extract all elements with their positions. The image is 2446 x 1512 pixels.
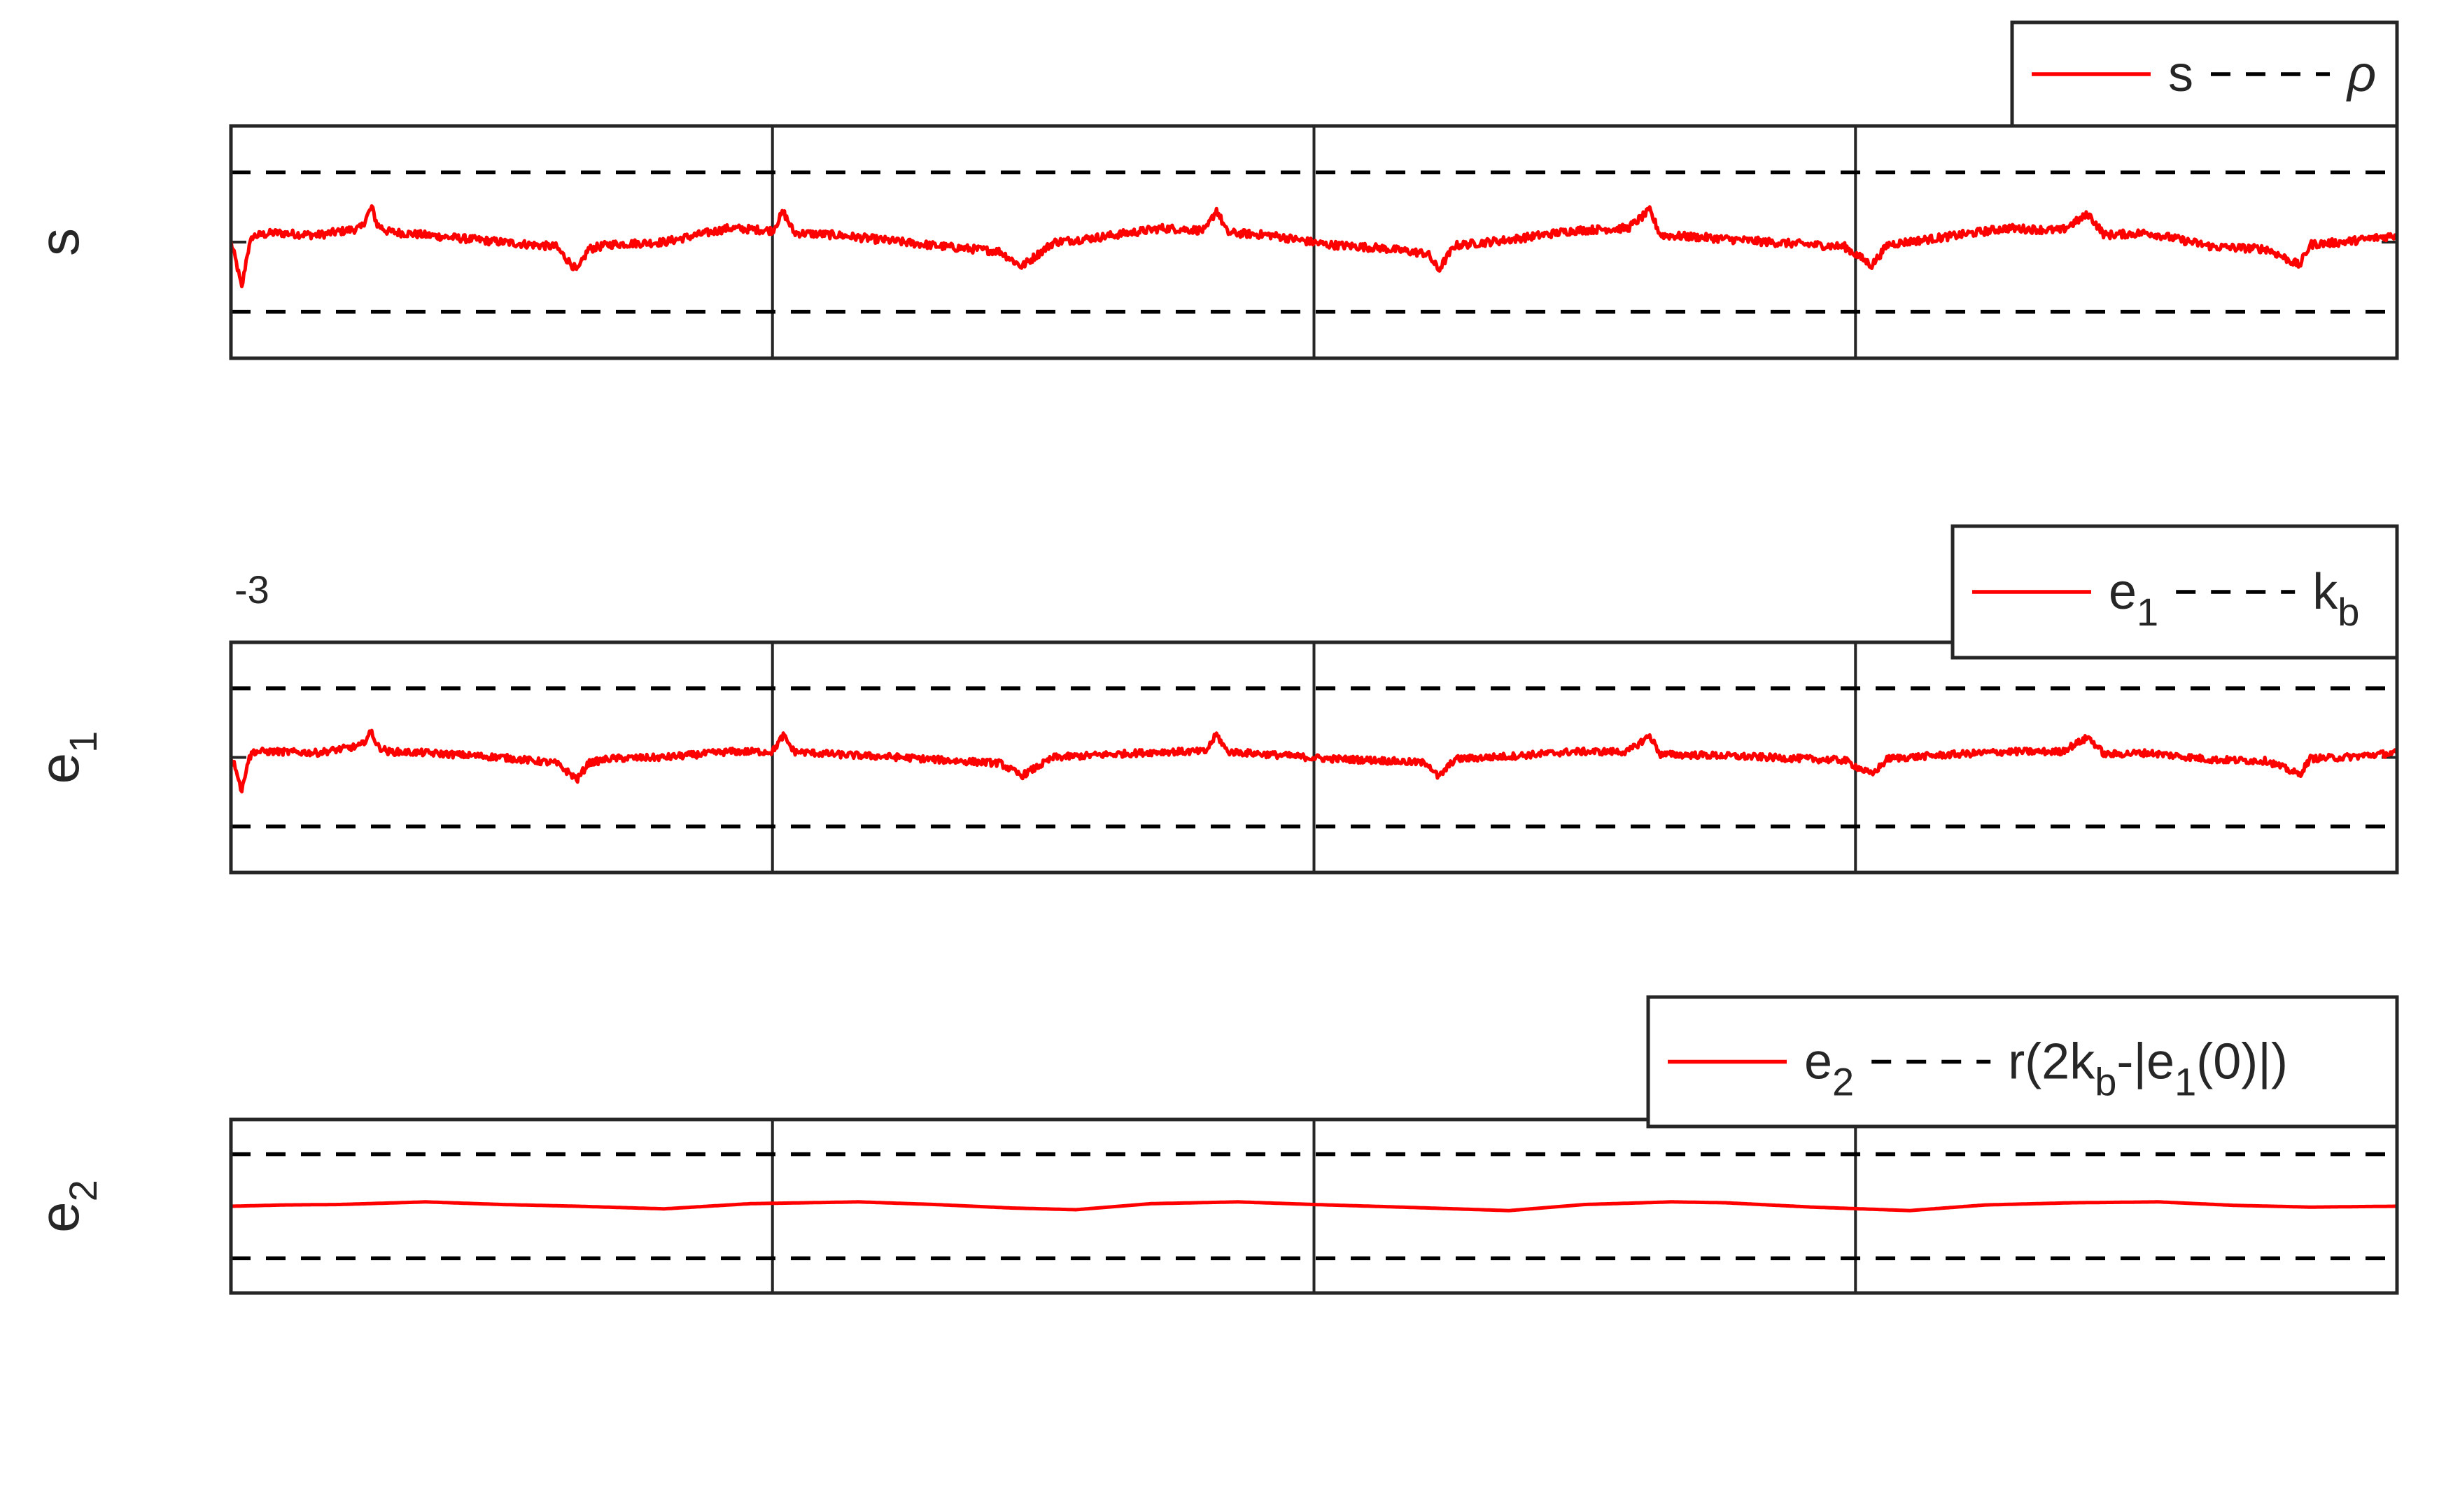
y-axis-label: e2 — [28, 1180, 105, 1233]
legend-label-base: s — [2168, 46, 2193, 102]
y-axis-label-sub: 1 — [61, 731, 105, 753]
legend-label-tail: -|e — [2116, 1034, 2174, 1090]
y-axis-label: e1 — [28, 731, 105, 784]
y-axis-label: s — [28, 228, 90, 256]
legend-label-sub: b — [2095, 1060, 2116, 1104]
axis-exponent: -3 — [234, 567, 269, 612]
y-axis-label-base: e — [28, 753, 90, 784]
axes-box — [229, 640, 2399, 875]
legend-label-sub: 1 — [2137, 590, 2158, 634]
y-axis-label-sub: 2 — [61, 1180, 105, 1201]
legend-label-base: ρ — [2346, 46, 2376, 102]
legend-label: r(2kb-|e1(0)|) — [2008, 1034, 2288, 1104]
legend-label: ρ — [2346, 46, 2376, 102]
legend: e2 r(2kb-|e1(0)|) — [1646, 995, 2399, 1129]
legend-label-sub2: 1 — [2174, 1060, 2196, 1104]
legend-label: s — [2168, 46, 2193, 102]
legend-label: e2 — [1804, 1034, 1854, 1104]
y-axis-label-base: s — [28, 228, 90, 256]
subplot-1: ss ρ — [28, 20, 2399, 360]
legend-label-base: e — [2109, 564, 2137, 620]
legend-label-base: k — [2312, 564, 2338, 620]
axes-box — [229, 1117, 2399, 1295]
axes-box — [229, 124, 2399, 360]
legend-label-base: e — [1804, 1034, 1832, 1090]
legend-label-sub: b — [2338, 590, 2359, 634]
legend-label-base: r(2k — [2008, 1034, 2095, 1090]
legend-label: e1 — [2109, 564, 2158, 634]
legend-label-tail2: (0)|) — [2196, 1034, 2288, 1090]
legend-label: kb — [2312, 564, 2359, 634]
series-line — [230, 1200, 2398, 1213]
legend: e1 kb — [1951, 524, 2399, 660]
y-axis-label-base: e — [28, 1201, 90, 1233]
series-line — [229, 204, 2399, 289]
series-line — [229, 728, 2399, 793]
axis-exponent-power: -3 — [234, 567, 269, 612]
legend-label-sub: 2 — [1832, 1060, 1854, 1104]
